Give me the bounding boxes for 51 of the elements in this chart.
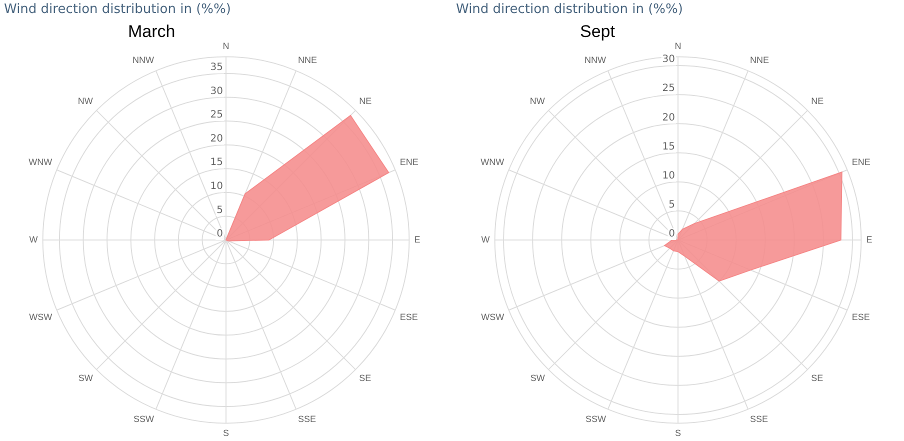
spoke-label: SW — [530, 372, 546, 383]
spoke-label: SSE — [750, 414, 768, 424]
spoke-label: SE — [359, 372, 372, 383]
chart-title: Wind direction distribution in (%%) — [456, 2, 684, 19]
spoke-label: W — [481, 234, 490, 244]
spoke-label: S — [674, 428, 682, 438]
spoke-label: NW — [530, 96, 546, 106]
spoke-label: NNE — [750, 55, 770, 66]
spoke-label: E — [414, 234, 420, 244]
spoke-label: ENE — [852, 157, 870, 168]
y-tick-label: 0 — [668, 228, 675, 240]
chart-subtitle: March — [128, 22, 176, 42]
spoke-label: SE — [811, 372, 824, 383]
spoke-label: NNE — [298, 55, 318, 66]
spoke-label: ESE — [852, 312, 870, 322]
spoke-label: N — [222, 40, 230, 51]
spoke-label: SSW — [585, 414, 606, 424]
spoke-label: ESE — [400, 312, 418, 322]
y-tick-label: 10 — [210, 181, 223, 192]
spoke-label: NE — [359, 96, 372, 106]
spoke-label: NNW — [132, 55, 154, 66]
spoke-label: SW — [78, 372, 94, 383]
chart-title: Wind direction distribution in (%%) — [4, 2, 232, 19]
spoke-label: N — [674, 40, 682, 51]
spoke-label: WSW — [481, 312, 505, 322]
y-tick-label: 20 — [662, 112, 675, 124]
spoke-label: WNW — [480, 157, 505, 168]
spoke-label: SSW — [133, 414, 154, 424]
y-tick-label: 30 — [662, 54, 675, 66]
spoke-label: SSE — [298, 414, 316, 424]
y-tick-label: 25 — [662, 83, 675, 94]
y-tick-label: 15 — [210, 157, 223, 168]
spoke-label: ENE — [400, 157, 418, 168]
spoke-label: NE — [811, 96, 824, 106]
y-tick-label: 30 — [210, 86, 223, 97]
y-tick-label: 0 — [216, 228, 223, 240]
y-tick-label: 5 — [216, 204, 223, 216]
y-tick-label: 15 — [662, 141, 675, 152]
spoke-label: NW — [78, 96, 94, 106]
y-tick-label: 10 — [662, 170, 675, 182]
y-tick-label: 5 — [668, 200, 675, 211]
y-tick-label: 35 — [210, 62, 223, 74]
spoke-label: WSW — [29, 312, 53, 322]
spoke-label: S — [222, 428, 230, 438]
y-tick-label: 25 — [210, 110, 223, 121]
spoke-label: W — [29, 234, 38, 244]
spoke-label: WNW — [28, 157, 53, 168]
spoke-label: E — [866, 234, 872, 244]
spoke-label: NNW — [584, 55, 606, 66]
chart-subtitle: Sept — [580, 22, 615, 42]
y-tick-label: 20 — [210, 133, 223, 144]
